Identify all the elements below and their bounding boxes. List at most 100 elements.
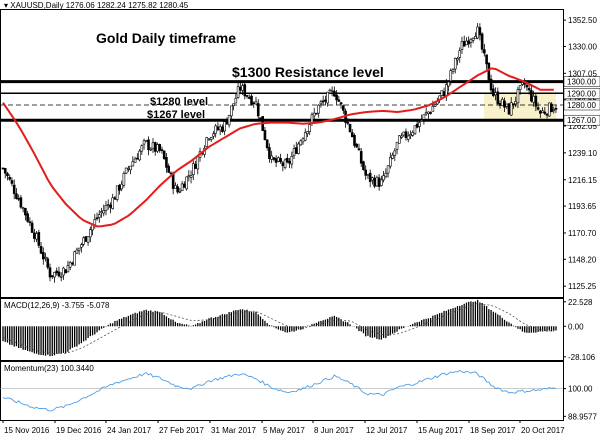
- candle-body: [536, 107, 540, 110]
- candle-body: [216, 126, 220, 131]
- candle-body: [89, 229, 92, 238]
- candle-body: [286, 157, 289, 163]
- candle-body: [100, 211, 103, 214]
- candle-body: [133, 158, 137, 163]
- candle-body: [120, 183, 123, 190]
- candle-body: [442, 91, 446, 97]
- candle-body: [86, 236, 90, 243]
- candle-body: [420, 119, 423, 122]
- candle-body: [402, 131, 406, 136]
- x-tick-label: 15 Aug 2017: [418, 426, 463, 435]
- candle-body: [465, 40, 468, 46]
- candle-body: [194, 164, 197, 169]
- candle-body: [525, 84, 529, 88]
- candle-body: [447, 81, 450, 87]
- candle-body: [386, 165, 390, 174]
- candle-body: [492, 88, 495, 96]
- candle-body: [66, 265, 70, 273]
- candle-body: [552, 109, 556, 112]
- candle-body: [174, 185, 177, 189]
- candle-body: [413, 125, 417, 135]
- candle-body: [458, 50, 462, 58]
- candle-body: [469, 39, 473, 43]
- candle-body: [279, 158, 282, 163]
- candle-body: [480, 33, 484, 50]
- x-tick-label: 19 Dec 2016: [56, 426, 102, 435]
- candle-body: [350, 132, 354, 138]
- candle-body: [299, 140, 303, 146]
- candle-body: [162, 150, 166, 160]
- candle-body: [158, 144, 162, 151]
- candle-body: [12, 184, 16, 194]
- candle-body: [41, 252, 45, 260]
- macd-tick-label: 0.00: [568, 322, 584, 331]
- candle-body: [505, 103, 509, 107]
- candle-body: [3, 168, 7, 174]
- candle-body: [500, 98, 504, 106]
- price-tick-label: 1352.50: [568, 16, 597, 25]
- candle-body: [476, 26, 479, 39]
- price-label-box: [563, 76, 600, 87]
- candle-body: [218, 126, 222, 131]
- price-tick-label: 1262.05: [568, 122, 597, 131]
- candle-body: [301, 138, 305, 143]
- candle-body: [180, 183, 184, 192]
- candle-body: [104, 205, 108, 211]
- candle-body: [160, 149, 164, 151]
- candle-body: [368, 172, 372, 182]
- candle-body: [30, 222, 34, 233]
- candle-body: [478, 27, 482, 36]
- candle-body: [462, 41, 466, 47]
- candle-body: [440, 90, 444, 96]
- candle-body: [225, 121, 229, 125]
- price-tick-label: 1125.25: [568, 282, 597, 291]
- candle-body: [73, 251, 76, 266]
- candle-body: [541, 110, 544, 113]
- price-tick-label: 1193.65: [568, 202, 597, 211]
- candle-body: [207, 138, 211, 141]
- price-tick-label: 1239.10: [568, 149, 597, 158]
- candle-body: [509, 102, 513, 116]
- candle-body: [156, 144, 159, 152]
- candle-body: [543, 111, 547, 114]
- macd-label: MACD(12,26,9) -3.755 -5.078: [4, 301, 110, 310]
- candle-body: [109, 204, 112, 208]
- macd-tick-label: 22.528: [568, 298, 593, 307]
- candle-body: [507, 103, 511, 115]
- candle-body: [377, 177, 381, 187]
- x-tick-label: 20 Oct 2017: [521, 426, 565, 435]
- candle-body: [223, 121, 226, 132]
- candle-body: [521, 82, 524, 85]
- resistance-1300-annotation: $1300 Resistance level: [232, 64, 384, 80]
- candle-body: [330, 89, 334, 92]
- candle-body: [395, 141, 399, 150]
- macd-tick-label: -28.106: [568, 353, 596, 362]
- candle-body: [429, 112, 432, 114]
- candle-body: [371, 177, 374, 181]
- candle-body: [409, 134, 412, 137]
- candle-body: [136, 157, 139, 160]
- x-tick-label: 8 Jun 2017: [314, 426, 354, 435]
- candle-body: [380, 179, 383, 186]
- candle-body: [232, 103, 235, 107]
- candle-body: [415, 123, 419, 128]
- candle-body: [382, 175, 385, 181]
- candle-body: [243, 84, 247, 97]
- candle-body: [102, 210, 106, 214]
- candle-body: [205, 137, 209, 147]
- candle-body: [138, 150, 141, 161]
- candle-body: [113, 197, 117, 200]
- candle-body: [427, 111, 430, 114]
- candle-body: [254, 101, 258, 105]
- candle-body: [503, 100, 506, 108]
- candle-body: [176, 186, 179, 193]
- candle-body: [471, 37, 475, 41]
- price-label-box: [563, 88, 600, 99]
- candle-body: [241, 85, 244, 91]
- candle-body: [274, 158, 278, 163]
- candle-body: [196, 156, 200, 170]
- candle-body: [17, 198, 20, 200]
- candle-body: [391, 154, 394, 159]
- candle-body: [106, 204, 110, 206]
- macd-signal-line: [2, 303, 554, 354]
